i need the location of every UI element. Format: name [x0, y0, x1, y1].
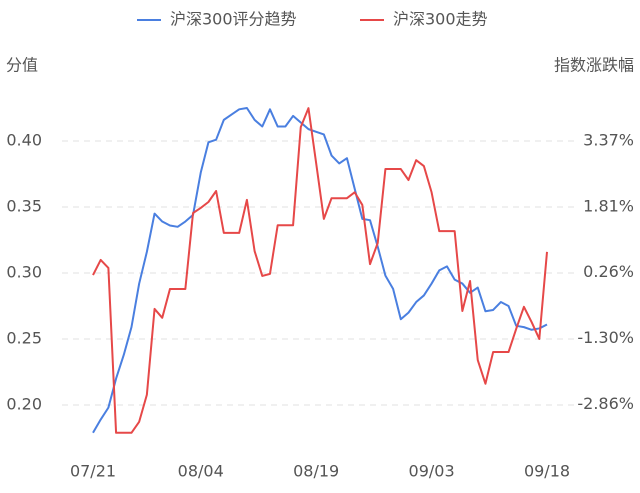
y2-tick-label: 0.26%: [583, 262, 634, 281]
x-tick-label: 08/19: [293, 462, 339, 481]
y-tick-label: 0.35: [6, 197, 42, 216]
legend-label: 沪深300评分趋势: [170, 10, 297, 29]
y2-tick-label: 1.81%: [583, 197, 634, 216]
series-line: [92, 107, 548, 434]
x-tick-label: 07/21: [70, 462, 116, 481]
x-tick-label: 09/18: [524, 462, 570, 481]
x-tick-label: 08/04: [178, 462, 224, 481]
y-axis-title: 分值: [6, 56, 38, 75]
y-tick-label: 0.25: [6, 329, 42, 348]
y2-axis-title: 指数涨跌幅: [554, 56, 634, 75]
x-tick-label: 09/03: [409, 462, 455, 481]
legend-label: 沪深300走势: [393, 10, 488, 29]
y-tick-label: 0.30: [6, 263, 42, 282]
y-tick-label: 0.20: [6, 395, 42, 414]
y2-tick-label: 3.37%: [583, 131, 634, 150]
y2-tick-label: -2.86%: [577, 394, 634, 413]
series-line: [92, 107, 548, 434]
y2-tick-label: -1.30%: [577, 328, 634, 347]
y-tick-label: 0.40: [6, 131, 42, 150]
